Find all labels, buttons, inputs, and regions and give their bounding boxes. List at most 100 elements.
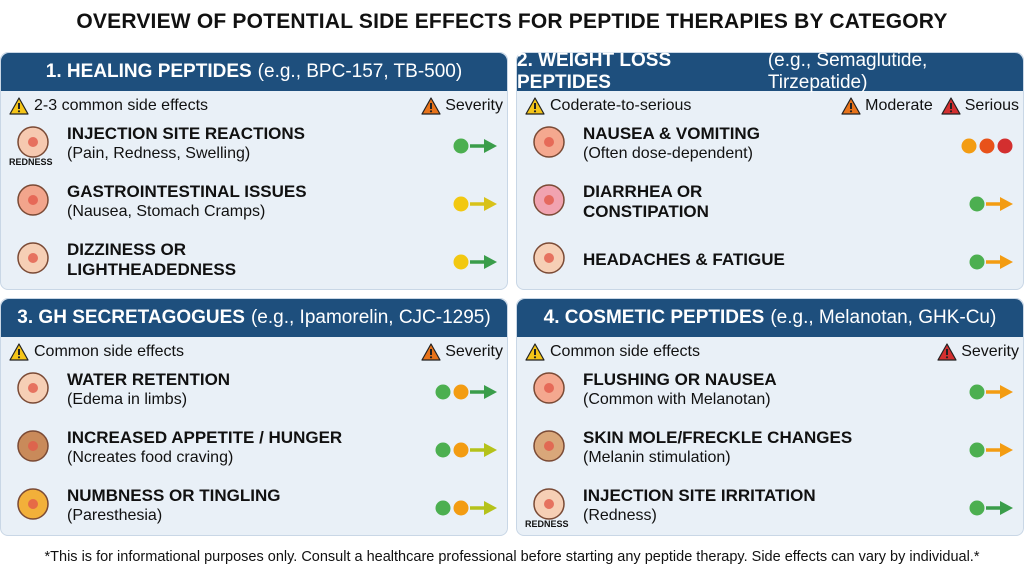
warning-dot — [949, 110, 952, 113]
severity-arrow-head — [1000, 501, 1013, 515]
warning-icon — [937, 343, 957, 361]
panel-header-examples: (e.g., Semaglutide, Tirzepatide) — [767, 50, 928, 93]
severity-dot — [453, 196, 469, 212]
warning-bar — [534, 349, 536, 355]
category-panel: 3. GH SECRETAGOGUES (e.g., Ipamorelin, CJ… — [0, 298, 508, 536]
icon-detail — [544, 383, 554, 393]
item-text: HEADACHES & FATIGUE — [583, 250, 785, 270]
panel-header: 2. WEIGHT LOSS PEPTIDES (e.g., Semaglutid… — [517, 50, 1023, 93]
item-icon — [17, 184, 49, 216]
item-title-line: INCREASED APPETITE / HUNGER — [67, 428, 342, 448]
item-icon — [533, 242, 565, 274]
item-detail-line: (Pain, Redness, Swelling) — [67, 144, 305, 164]
footer-note: *This is for informational purposes only… — [44, 549, 980, 565]
severity-arrow-head — [484, 385, 497, 399]
category-panel: 1. HEALING PEPTIDES (e.g., BPC-157, TB-50… — [0, 52, 508, 290]
item-title: INCREASED APPETITE / HUNGER — [67, 428, 343, 447]
icon-detail — [544, 195, 554, 205]
icon-detail — [28, 383, 38, 393]
item-title: CONSTIPATION — [583, 202, 709, 221]
severity-indicator — [435, 500, 497, 516]
severity-arrow-head — [1000, 443, 1013, 457]
item-title-line: CONSTIPATION — [583, 202, 709, 222]
item-title-line: INJECTION SITE REACTIONS — [67, 124, 305, 144]
icon-detail — [544, 137, 554, 147]
panel-header-name: 2. WEIGHT LOSS PEPTIDES — [517, 50, 672, 93]
severity-label: Severity — [421, 343, 503, 361]
severity-label: Severity — [937, 343, 1019, 361]
item-text: INJECTION SITE REACTIONS (Pain, Redness, … — [67, 124, 305, 164]
icon-detail — [544, 441, 554, 451]
item-title: INJECTION SITE IRRITATION — [583, 486, 816, 505]
note-row: Common side effects — [9, 343, 184, 361]
item-title: WATER RETENTION — [67, 370, 231, 389]
severity-text: Severity — [445, 343, 503, 360]
severity-text: Moderate — [865, 97, 933, 114]
item-title: SKIN MOLE/FRECKLE CHANGES — [583, 428, 853, 447]
warning-bar — [850, 103, 853, 109]
icon-label: REDNESS — [9, 157, 53, 167]
severity-arrow-head — [484, 255, 497, 269]
item-detail: (Common with Melanotan) — [583, 391, 771, 408]
item-title: LIGHTHEADEDNESS — [67, 260, 237, 279]
panel-header-name: 3. GH SECRETAGOGUES — [17, 307, 245, 328]
warning-icon — [9, 97, 29, 115]
panel-header-name: 4. COSMETIC PEPTIDES — [543, 307, 765, 328]
warning-bar — [534, 103, 536, 109]
severity-arrow-head — [1000, 197, 1013, 211]
item-detail: (Ncreates food craving) — [67, 449, 234, 466]
severity-dot — [969, 384, 985, 400]
warning-icon — [421, 343, 441, 361]
icon-detail — [28, 253, 38, 263]
item-detail-line: (Edema in limbs) — [67, 390, 230, 410]
warning-dot — [430, 110, 433, 113]
item-text: NUMBNESS OR TINGLING (Paresthesia) — [67, 486, 280, 526]
severity-dot — [969, 442, 985, 458]
warning-icon — [525, 97, 545, 115]
item-detail: (Paresthesia) — [67, 507, 163, 524]
panel-header-examples: (e.g., BPC-157, TB-500) — [257, 61, 463, 82]
note-text: Common side effects — [34, 343, 184, 360]
icon-detail — [544, 499, 554, 509]
panel-header: 1. HEALING PEPTIDES (e.g., BPC-157, TB-50… — [1, 53, 507, 91]
item-icon — [533, 184, 565, 216]
note-text: Coderate-to-serious — [550, 97, 692, 114]
severity-indicator — [969, 254, 1013, 270]
item-text: NAUSEA & VOMITING (Often dose-dependent) — [583, 124, 760, 164]
severity-indicator — [453, 254, 497, 270]
severity-dot — [969, 500, 985, 516]
item-title-line: DIARRHEA OR — [583, 182, 709, 202]
category-panel: 4. COSMETIC PEPTIDES (e.g., Melanotan, GH… — [516, 298, 1024, 536]
warning-bar — [430, 103, 433, 109]
severity-arrow-head — [1000, 255, 1013, 269]
item-detail-line: (Common with Melanotan) — [583, 390, 777, 410]
severity-indicator — [453, 196, 497, 212]
panel-header-name: 1. HEALING PEPTIDES — [45, 61, 252, 82]
severity-text: Serious — [964, 97, 1019, 114]
severity-dot — [453, 384, 469, 400]
item-detail: (Melanin stimulation) — [583, 449, 731, 466]
severity-label: Serious — [941, 97, 1019, 115]
item-title-line: INJECTION SITE IRRITATION — [583, 486, 816, 506]
severity-dot — [969, 254, 985, 270]
severity-legend: Severity — [421, 343, 503, 361]
item-icon — [17, 242, 49, 274]
item-title-line: HEADACHES & FATIGUE — [583, 250, 785, 270]
severity-dot — [453, 138, 469, 154]
severity-dot — [969, 196, 985, 212]
icon-detail — [28, 499, 38, 509]
icon-detail — [544, 253, 554, 263]
panel-header: 4. COSMETIC PEPTIDES (e.g., Melanotan, GH… — [517, 299, 1023, 337]
icon-label: REDNESS — [525, 519, 569, 529]
item-text: GASTROINTESTINAL ISSUES (Nausea, Stomach … — [67, 182, 307, 222]
item-title: NUMBNESS OR TINGLING — [67, 486, 281, 505]
item-title: NAUSEA & VOMITING — [583, 124, 760, 143]
severity-indicator — [435, 442, 497, 458]
item-title: FLUSHING OR NAUSEA — [583, 370, 777, 389]
warning-dot — [430, 356, 433, 359]
item-detail-line: (Melanin stimulation) — [583, 448, 852, 468]
severity-arrow-head — [484, 197, 497, 211]
item-text: INJECTION SITE IRRITATION (Redness) — [583, 486, 816, 526]
warning-icon — [421, 97, 441, 115]
